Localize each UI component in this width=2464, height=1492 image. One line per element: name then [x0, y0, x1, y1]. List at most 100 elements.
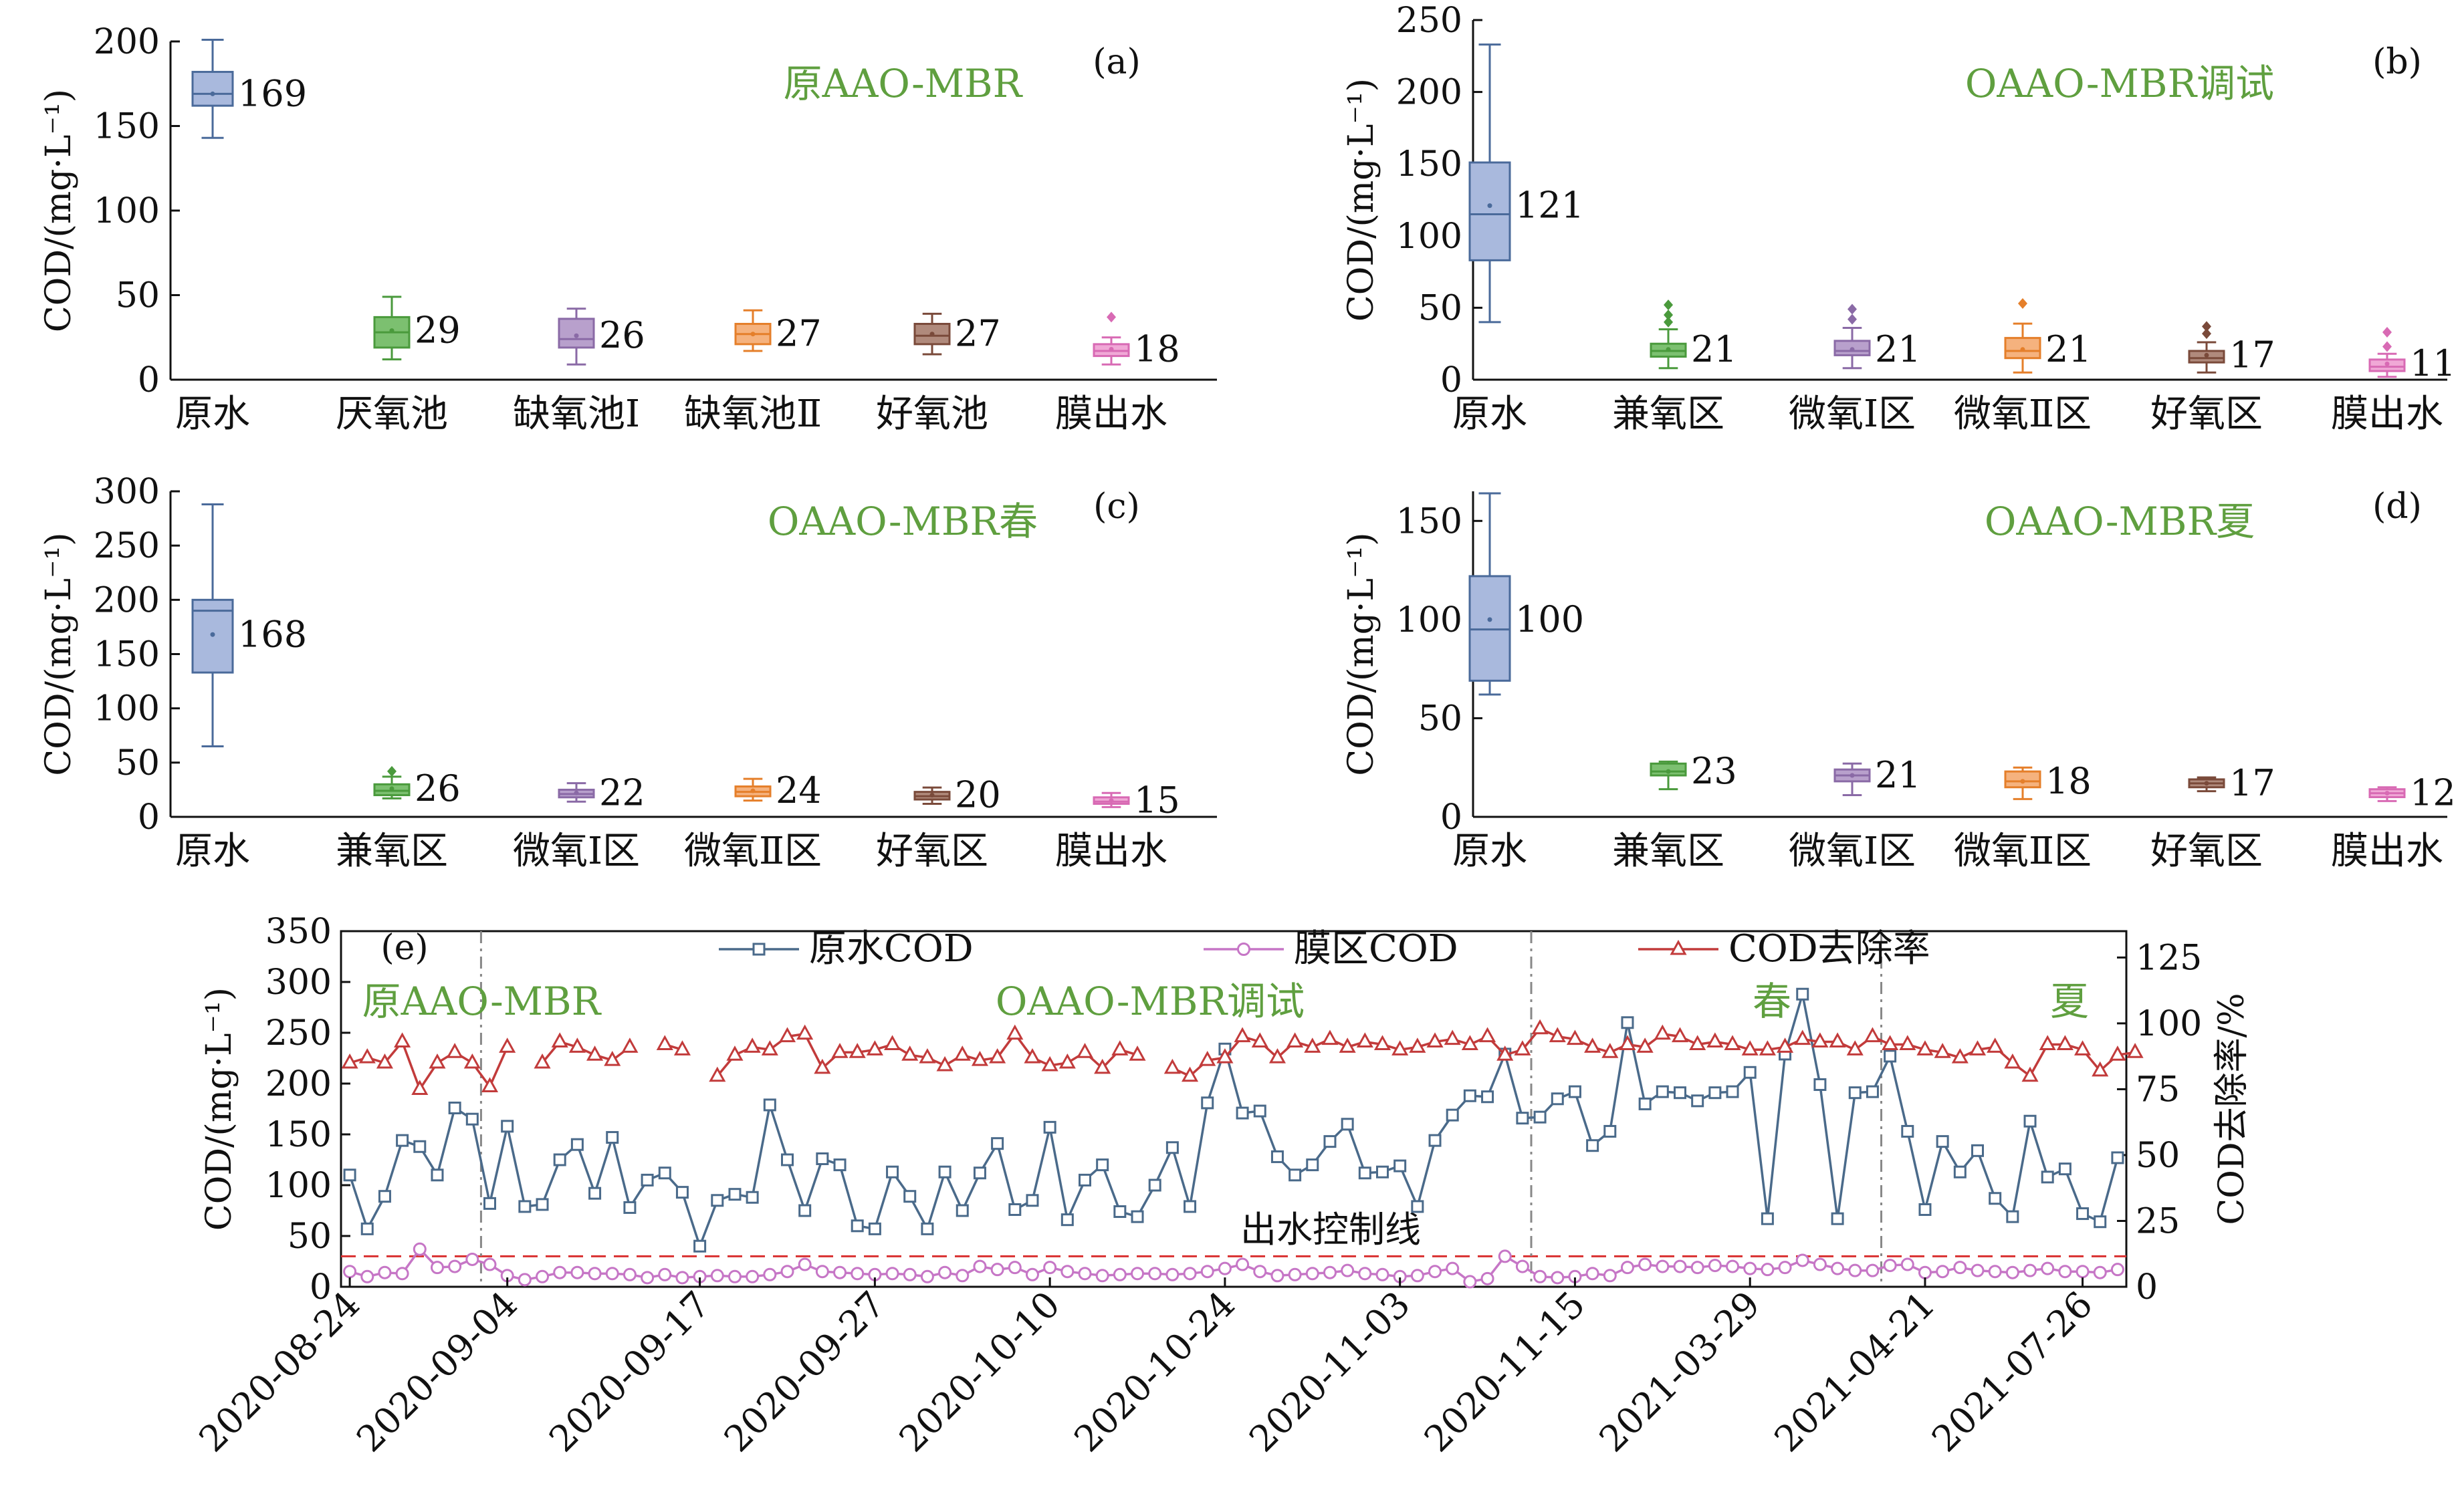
- box-iqr: [558, 318, 595, 349]
- data-point: [378, 1265, 392, 1279]
- data-point: [1201, 1096, 1214, 1110]
- data-point: [1289, 1168, 1302, 1182]
- data-point: [1446, 1108, 1459, 1122]
- data-point: [1288, 1267, 1302, 1281]
- data-point: [551, 1032, 568, 1048]
- data-point: [815, 1265, 829, 1279]
- data-point: [1410, 1269, 1424, 1283]
- outlier-point: [1847, 314, 1857, 325]
- y-tick-label: 200: [94, 22, 160, 62]
- y-tick-label: 250: [1396, 1, 1462, 41]
- data-point: [956, 1269, 970, 1283]
- data-point: [2076, 1207, 2090, 1221]
- data-point: [586, 1045, 604, 1061]
- data-point: [954, 1045, 971, 1061]
- box-3: 21: [1833, 303, 1921, 370]
- y-tick-label: 150: [94, 635, 160, 675]
- data-point: [499, 1037, 516, 1053]
- data-point: [1813, 1078, 1827, 1092]
- mean-point: [2204, 781, 2209, 786]
- data-point: [728, 1188, 742, 1201]
- data-point: [1078, 1267, 1092, 1281]
- data-point: [465, 1112, 479, 1126]
- y-tick-label: 300: [265, 963, 332, 1003]
- y-axis-title: COD/(mg·L⁻¹): [39, 89, 79, 332]
- legend-marker: [752, 943, 766, 956]
- data-point: [358, 1048, 376, 1064]
- data-point: [1743, 1261, 1757, 1275]
- data-point: [726, 1045, 744, 1061]
- data-point: [1636, 1037, 1654, 1053]
- y2-tick-label: 100: [2136, 1004, 2202, 1044]
- category-label: 膜出水: [1055, 392, 1167, 436]
- data-point: [1131, 1210, 1144, 1223]
- mean-label: 12: [2410, 772, 2456, 814]
- data-point: [1236, 1257, 1250, 1271]
- data-point: [1323, 1265, 1337, 1279]
- mean-label: 23: [1691, 750, 1737, 792]
- data-point: [430, 1261, 444, 1275]
- panel-label: (a): [1093, 42, 1141, 82]
- data-point: [1794, 1029, 1811, 1045]
- data-point: [448, 1101, 461, 1114]
- data-point: [1163, 1058, 1181, 1074]
- data-point: [446, 1043, 463, 1058]
- data-point: [429, 1053, 446, 1069]
- box-5: 20: [913, 774, 1001, 816]
- data-point: [1638, 1257, 1652, 1271]
- legend-label: 膜区COD: [1294, 927, 1458, 971]
- data-point: [1706, 1032, 1724, 1048]
- mean-label: 100: [1515, 598, 1584, 640]
- mean-point: [2384, 791, 2390, 796]
- data-point: [536, 1198, 549, 1211]
- data-point: [711, 1194, 724, 1207]
- data-point: [1463, 1089, 1476, 1102]
- data-point: [2023, 1114, 2037, 1128]
- panel-title: OAAO-MBR夏: [1985, 499, 2255, 544]
- data-point: [761, 1040, 778, 1055]
- data-point: [1286, 1032, 1304, 1048]
- y-tick-label: 150: [265, 1115, 332, 1155]
- legend-marker: [1237, 943, 1250, 956]
- data-point: [1268, 1048, 1286, 1064]
- y-tick-label: 50: [288, 1217, 332, 1257]
- data-point: [1253, 1265, 1267, 1279]
- data-point: [1426, 1032, 1444, 1048]
- outlier-point: [387, 765, 397, 777]
- data-point: [903, 1190, 917, 1203]
- data-point: [1882, 1035, 1899, 1050]
- legend-marker: [1670, 939, 1687, 955]
- data-point: [903, 1267, 917, 1281]
- box-1: 121: [1468, 43, 1584, 324]
- data-point: [1306, 1158, 1319, 1172]
- y-tick-label: 250: [94, 526, 160, 566]
- data-point: [606, 1131, 619, 1144]
- outlier-point: [1664, 309, 1673, 321]
- mean-label: 18: [1134, 328, 1180, 370]
- data-point: [376, 1053, 393, 1069]
- data-point: [1864, 1027, 1881, 1043]
- data-point: [1304, 1037, 1321, 1053]
- mean-label: 22: [599, 771, 645, 814]
- data-point: [481, 1077, 499, 1092]
- series-2: [343, 1242, 2124, 1289]
- y-axis-title: COD/(mg·L⁻¹): [1341, 78, 1381, 322]
- data-point: [1025, 1267, 1039, 1281]
- x-tick-label: 2021-07-26: [1924, 1283, 2101, 1461]
- data-point: [989, 1048, 1006, 1064]
- series-line: [349, 1027, 2136, 1092]
- outlier-point: [1664, 316, 1673, 328]
- data-point: [936, 1055, 954, 1072]
- data-point: [2058, 1162, 2071, 1176]
- data-point: [849, 1043, 866, 1058]
- data-point: [378, 1190, 391, 1203]
- box-iqr: [191, 71, 234, 107]
- category-label: 膜出水: [2331, 392, 2443, 436]
- data-point: [570, 1138, 584, 1151]
- series-1: [343, 987, 2124, 1253]
- mean-label: 21: [2045, 328, 2092, 370]
- data-point: [1884, 1049, 1897, 1063]
- data-point: [2076, 1265, 2090, 1279]
- box-iqr: [1468, 161, 1511, 261]
- data-point: [396, 1134, 409, 1147]
